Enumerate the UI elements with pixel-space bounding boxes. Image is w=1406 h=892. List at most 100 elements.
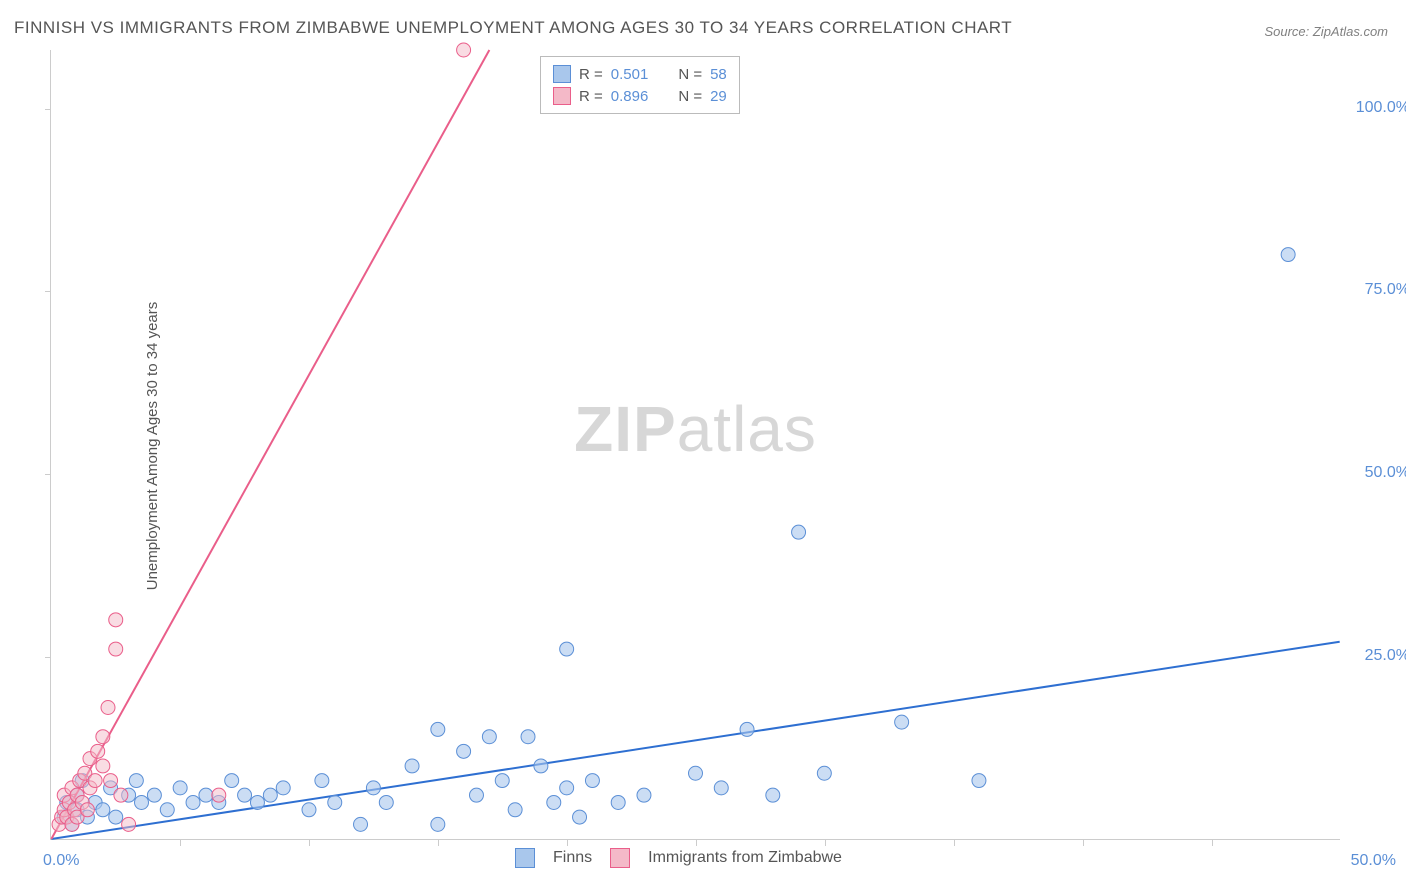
legend-swatch <box>553 65 571 83</box>
data-point <box>431 817 445 831</box>
data-point <box>101 701 115 715</box>
data-point <box>469 788 483 802</box>
chart-title: FINNISH VS IMMIGRANTS FROM ZIMBABWE UNEM… <box>14 18 1012 38</box>
data-point <box>96 759 110 773</box>
legend-row: R = 0.896 N = 29 <box>553 85 727 107</box>
x-tick-label: 50.0% <box>1351 852 1396 870</box>
data-point <box>104 774 118 788</box>
data-point <box>534 759 548 773</box>
data-point <box>1281 248 1295 262</box>
data-point <box>109 613 123 627</box>
data-point <box>173 781 187 795</box>
data-point <box>354 817 368 831</box>
y-tick <box>45 474 51 475</box>
data-point <box>238 788 252 802</box>
data-point <box>91 744 105 758</box>
data-point <box>495 774 509 788</box>
data-point <box>122 817 136 831</box>
y-tick-label: 50.0% <box>1365 464 1406 482</box>
data-point <box>315 774 329 788</box>
data-point <box>129 774 143 788</box>
data-point <box>637 788 651 802</box>
n-label: N = <box>678 88 702 105</box>
data-point <box>405 759 419 773</box>
trend-line <box>51 50 489 839</box>
data-point <box>96 730 110 744</box>
data-point <box>585 774 599 788</box>
data-point <box>972 774 986 788</box>
data-point <box>114 788 128 802</box>
y-tick <box>45 657 51 658</box>
y-tick-label: 75.0% <box>1365 281 1406 299</box>
legend-row: R = 0.501 N = 58 <box>553 63 727 85</box>
data-point <box>109 810 123 824</box>
x-minor-tick <box>696 840 697 846</box>
data-point <box>573 810 587 824</box>
y-tick <box>45 291 51 292</box>
data-point <box>263 788 277 802</box>
y-tick <box>45 109 51 110</box>
source-label: Source: ZipAtlas.com <box>1264 24 1388 39</box>
data-point <box>276 781 290 795</box>
data-point <box>80 803 94 817</box>
data-point <box>482 730 496 744</box>
x-tick-label: 0.0% <box>43 852 79 870</box>
data-point <box>302 803 316 817</box>
data-point <box>88 774 102 788</box>
legend-series: Finns Immigrants from Zimbabwe <box>515 848 842 868</box>
data-point <box>817 766 831 780</box>
data-point <box>212 788 226 802</box>
data-point <box>714 781 728 795</box>
n-value: 29 <box>710 88 727 105</box>
r-label: R = <box>579 88 603 105</box>
data-point <box>225 774 239 788</box>
x-minor-tick <box>825 840 826 846</box>
legend-swatch <box>553 87 571 105</box>
data-point <box>895 715 909 729</box>
data-point <box>689 766 703 780</box>
data-point <box>250 795 264 809</box>
data-point <box>611 795 625 809</box>
data-point <box>96 803 110 817</box>
x-minor-tick <box>438 840 439 846</box>
legend-swatch <box>610 848 630 868</box>
n-value: 58 <box>710 66 727 83</box>
y-tick-label: 25.0% <box>1365 647 1406 665</box>
data-point <box>521 730 535 744</box>
data-point <box>186 795 200 809</box>
data-point <box>431 722 445 736</box>
legend-label: Finns <box>553 849 592 867</box>
data-point <box>560 781 574 795</box>
y-tick-label: 100.0% <box>1356 99 1406 117</box>
x-minor-tick <box>567 840 568 846</box>
n-label: N = <box>678 66 702 83</box>
x-minor-tick <box>1083 840 1084 846</box>
data-point <box>740 722 754 736</box>
data-point <box>160 803 174 817</box>
x-minor-tick <box>954 840 955 846</box>
data-point <box>109 642 123 656</box>
data-point <box>560 642 574 656</box>
data-point <box>547 795 561 809</box>
legend-label: Immigrants from Zimbabwe <box>648 849 842 867</box>
data-point <box>766 788 780 802</box>
data-point <box>366 781 380 795</box>
chart-area: ZIPatlas 25.0%50.0%75.0%100.0%0.0%50.0% <box>50 50 1340 840</box>
data-point <box>199 788 213 802</box>
r-value: 0.896 <box>611 88 649 105</box>
x-minor-tick <box>309 840 310 846</box>
data-point <box>457 43 471 57</box>
data-point <box>147 788 161 802</box>
x-minor-tick <box>1212 840 1213 846</box>
legend-swatch <box>515 848 535 868</box>
r-value: 0.501 <box>611 66 649 83</box>
data-point <box>792 525 806 539</box>
trend-line <box>51 642 1339 839</box>
data-point <box>379 795 393 809</box>
x-minor-tick <box>180 840 181 846</box>
data-point <box>135 795 149 809</box>
data-point <box>328 795 342 809</box>
data-point <box>508 803 522 817</box>
legend-correlation: R = 0.501 N = 58 R = 0.896 N = 29 <box>540 56 740 114</box>
r-label: R = <box>579 66 603 83</box>
